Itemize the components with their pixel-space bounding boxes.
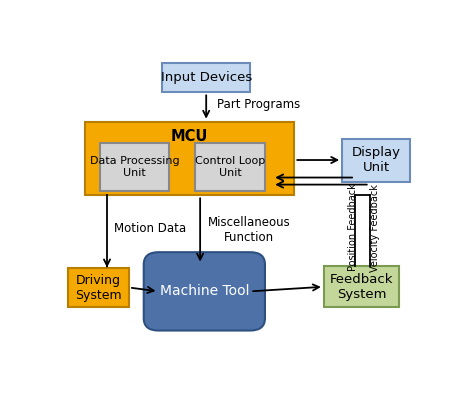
FancyBboxPatch shape — [68, 268, 129, 308]
Text: Display
Unit: Display Unit — [352, 146, 401, 174]
FancyBboxPatch shape — [162, 63, 250, 93]
Text: Feedback
System: Feedback System — [329, 273, 393, 301]
FancyBboxPatch shape — [85, 122, 294, 196]
Text: MCU: MCU — [171, 129, 209, 144]
FancyBboxPatch shape — [195, 143, 265, 191]
Text: Data Processing
Unit: Data Processing Unit — [90, 156, 179, 178]
FancyBboxPatch shape — [144, 252, 265, 330]
Text: Position Feedback: Position Feedback — [348, 184, 358, 271]
Text: Motion Data: Motion Data — [114, 222, 186, 235]
FancyBboxPatch shape — [342, 138, 410, 182]
Text: Input Devices: Input Devices — [161, 71, 252, 84]
FancyBboxPatch shape — [324, 266, 399, 308]
Text: Driving
System: Driving System — [75, 274, 122, 302]
Text: Control Loop
Unit: Control Loop Unit — [195, 156, 265, 178]
Text: Machine Tool: Machine Tool — [160, 284, 249, 298]
Text: Miscellaneous
Function: Miscellaneous Function — [208, 216, 290, 244]
FancyBboxPatch shape — [100, 143, 169, 191]
Text: Part Programs: Part Programs — [217, 98, 301, 111]
Text: Velocity Feedback: Velocity Feedback — [370, 184, 380, 272]
